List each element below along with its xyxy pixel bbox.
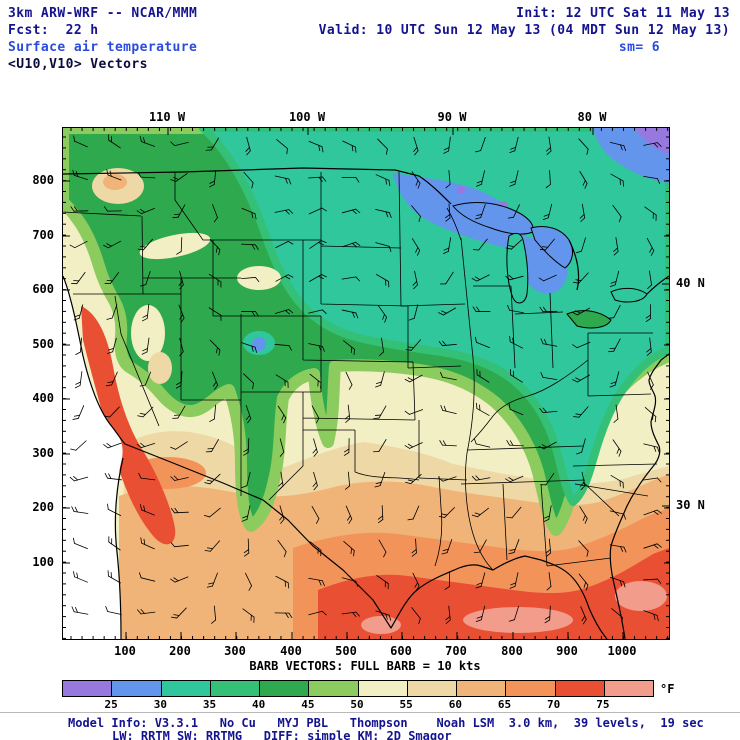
colorbar-segment: [555, 681, 605, 696]
smoothing-label: sm= 6: [618, 40, 660, 55]
left-axis-label: 400: [32, 391, 54, 405]
colorbar-segment: [358, 681, 408, 696]
axis-ticks: [63, 128, 669, 639]
bottom-axis-label: 800: [501, 644, 523, 658]
pacific-ocean: [63, 276, 123, 639]
colorbar-tick-label: 45: [301, 698, 315, 711]
left-axis-label: 600: [32, 282, 54, 296]
colorbar-segment: [210, 681, 260, 696]
temp-basin-nevada2: [148, 352, 172, 384]
model-info-line2: LW: RRTM SW: RRTMG DIFF: simple KM: 2D S…: [112, 729, 452, 740]
colorbar-tick-label: 40: [252, 698, 266, 711]
colorbar-tick-label: 55: [399, 698, 413, 711]
temp-band-red: [318, 548, 669, 639]
bottom-axis-label: 100: [114, 644, 136, 658]
temp-basin-wyoming: [237, 266, 281, 290]
colorbar-segment: [309, 681, 359, 696]
colorbar-tick-label: 60: [448, 698, 462, 711]
barb-vector-caption: BARB VECTORS: FULL BARB = 10 kts: [249, 659, 481, 673]
vector-field-label: <U10,V10> Vectors: [8, 57, 148, 72]
temp-purple-mn2: [457, 186, 465, 194]
colorbar-segment: [161, 681, 211, 696]
bottom-axis-label: 700: [445, 644, 467, 658]
colorbar-segment: [506, 681, 556, 696]
wind-barbs: [69, 134, 662, 625]
init-time-label: Init: 12 UTC Sat 11 May 13: [516, 6, 730, 21]
state-boundaries-west: [63, 172, 420, 501]
temperature-map: [63, 128, 669, 639]
bottom-axis-label: 300: [224, 644, 246, 658]
colorbar-segment: [457, 681, 507, 696]
coastline-borders: [63, 167, 669, 639]
product-name: Surface air temperature: [8, 40, 198, 55]
temp-blue-colorado: [252, 337, 266, 351]
temp-basin-nevada: [131, 305, 165, 361]
top-axis-label: 110 W: [148, 110, 186, 124]
bottom-axis-label: 900: [556, 644, 578, 658]
bottom-axis-label: 400: [280, 644, 302, 658]
colorbar-tick-label: 35: [202, 698, 217, 711]
left-axis-label: 800: [32, 173, 54, 187]
temp-basin-snake: [139, 232, 211, 260]
map-frame: [62, 127, 670, 640]
bottom-axis-label: 1000: [607, 644, 637, 658]
colorbar-tick-label: 50: [350, 698, 364, 711]
left-axis-label: 200: [32, 500, 54, 514]
top-axis-label: 80 W: [577, 110, 607, 124]
model-info-line1: Model Info: V3.3.1 No Cu MYJ PBL Thompso…: [68, 716, 704, 730]
footer-divider: [0, 712, 740, 713]
temp-salmon-atlantic: [615, 581, 667, 611]
temp-purple-corner: [635, 128, 669, 154]
bottom-axis-label: 500: [335, 644, 357, 658]
colorbar-tick-label: 70: [547, 698, 561, 711]
temp-salmon-stx: [361, 616, 401, 634]
colorbar-tick-label: 75: [596, 698, 610, 711]
left-axis-label: 700: [32, 228, 54, 242]
right-axis-label: 30 N: [676, 498, 705, 512]
colorbar-tick-label: 25: [104, 698, 118, 711]
colorbar-segment: [260, 681, 310, 696]
top-axis-label: 90 W: [437, 110, 467, 124]
model-title: 3km ARW-WRF -- NCAR/MMM: [8, 6, 198, 21]
bottom-axis-label: 600: [390, 644, 412, 658]
colorbar-unit-label: °F: [660, 682, 675, 696]
bottom-axis-label: 200: [169, 644, 191, 658]
colorbar-segment: [407, 681, 457, 696]
temp-band-teal: [199, 128, 669, 506]
colorbar: [62, 680, 654, 697]
temp-basin-columbia2: [103, 174, 127, 190]
valid-time-label: Valid: 10 UTC Sun 12 May 13 (04 MDT Sun …: [318, 23, 730, 38]
left-axis-label: 300: [32, 446, 54, 460]
colorbar-segment: [63, 681, 113, 696]
right-axis-label: 40 N: [676, 276, 705, 290]
left-axis-label: 500: [32, 337, 54, 351]
colorbar-tick-label: 65: [497, 698, 512, 711]
state-boundaries-east: [398, 171, 658, 571]
colorbar-segment: [112, 681, 162, 696]
temp-salmon-gulf: [463, 607, 573, 633]
temp-red-california: [81, 306, 176, 545]
colorbar-tick-label: 30: [153, 698, 167, 711]
top-axis-label: 100 W: [288, 110, 326, 124]
left-axis-label: 100: [32, 555, 54, 569]
forecast-hour-label: Fcst: 22 h: [8, 23, 99, 38]
colorbar-segment: [604, 681, 653, 696]
